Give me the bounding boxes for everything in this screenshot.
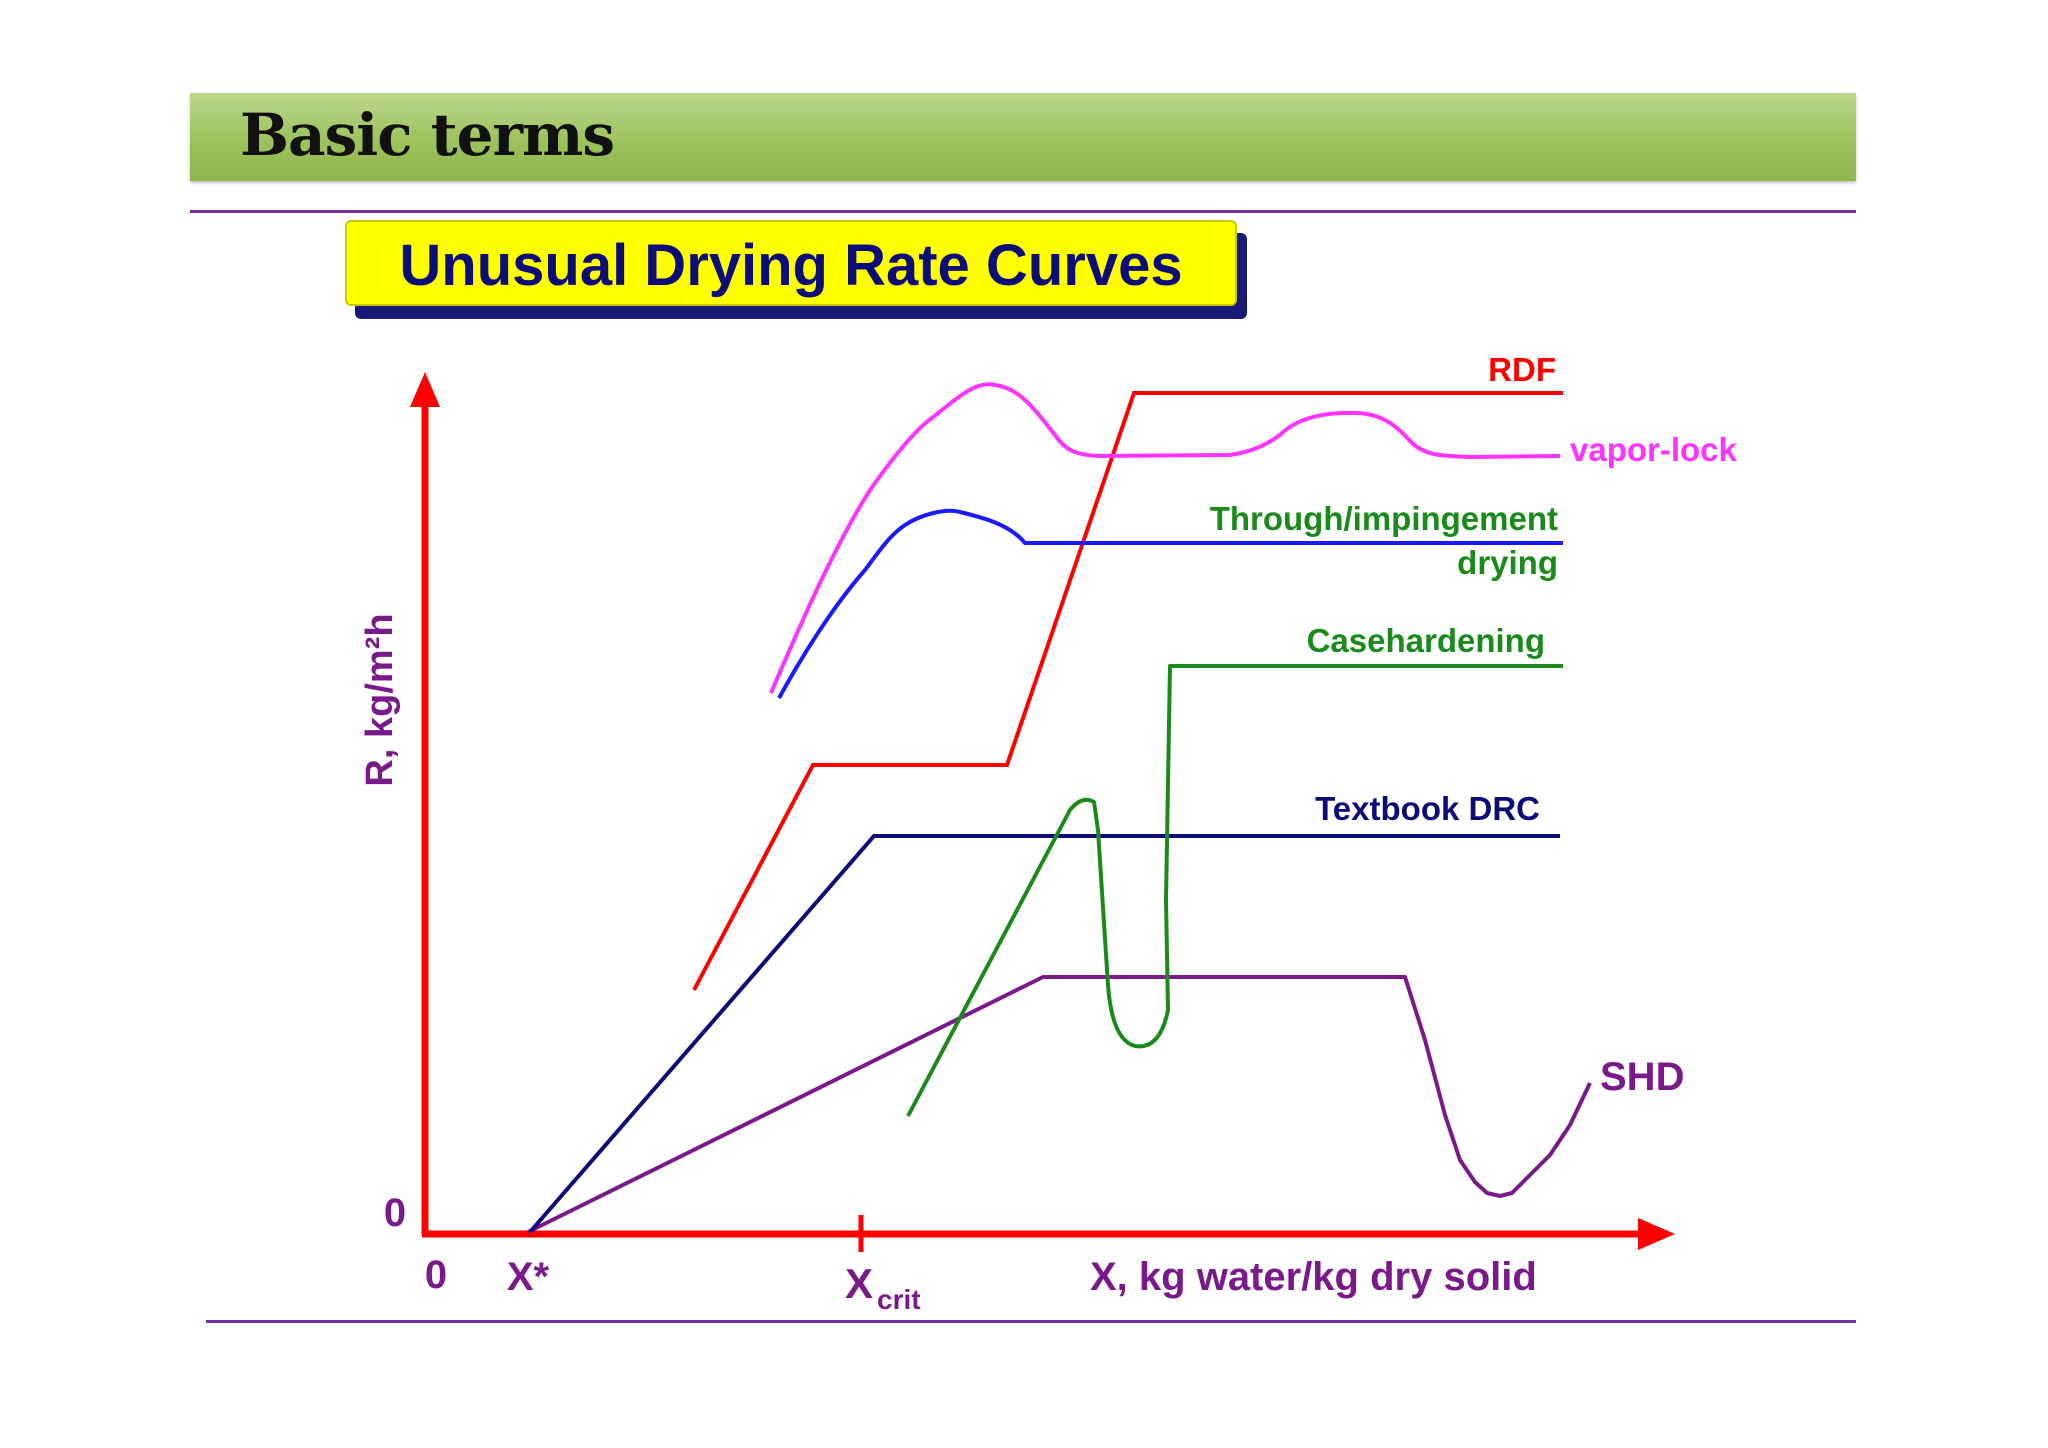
series-through-impingement-line (777, 508, 1563, 699)
series-shd-line (527, 975, 1592, 1234)
label-through-impingement-line2: drying (1457, 544, 1558, 581)
x-tick-label-xcrit-sub: crit (877, 1284, 921, 1315)
x-axis-label: X, kg water/kg dry solid (1090, 1255, 1537, 1299)
label-vapor-lock: vapor-lock (1570, 431, 1738, 468)
x-tick-label-0: 0 (425, 1253, 447, 1297)
label-casehardening: Casehardening (1307, 622, 1545, 659)
y-axis-arrow (410, 372, 440, 407)
header-bar: Basic terms (190, 93, 1856, 181)
series-textbook-drc-line (528, 834, 1560, 1234)
top-divider (190, 210, 1856, 213)
label-textbook-drc: Textbook DRC (1315, 790, 1540, 827)
chart-title: Unusual Drying Rate Curves (399, 233, 1183, 298)
label-through-impingement-line1: Through/impingement (1210, 500, 1558, 537)
label-rdf: RDF (1488, 351, 1556, 388)
header-title: Basic terms (240, 101, 615, 169)
x-tick-label-xstar: X* (507, 1255, 550, 1299)
y-tick-label-0: 0 (384, 1191, 406, 1235)
x-axis-arrow (1638, 1218, 1675, 1250)
x-tick-label-xcrit-main: X (845, 1260, 873, 1307)
chart-title-box: Unusual Drying Rate Curves (345, 220, 1237, 306)
y-axis-label: R, kg/m²h (359, 613, 401, 786)
bottom-divider (206, 1320, 1856, 1323)
series-casehardening-line (906, 664, 1563, 1117)
label-shd: SHD (1600, 1055, 1684, 1099)
series-vapor-lock-line (769, 382, 1561, 694)
series-rdf-line (692, 391, 1563, 991)
